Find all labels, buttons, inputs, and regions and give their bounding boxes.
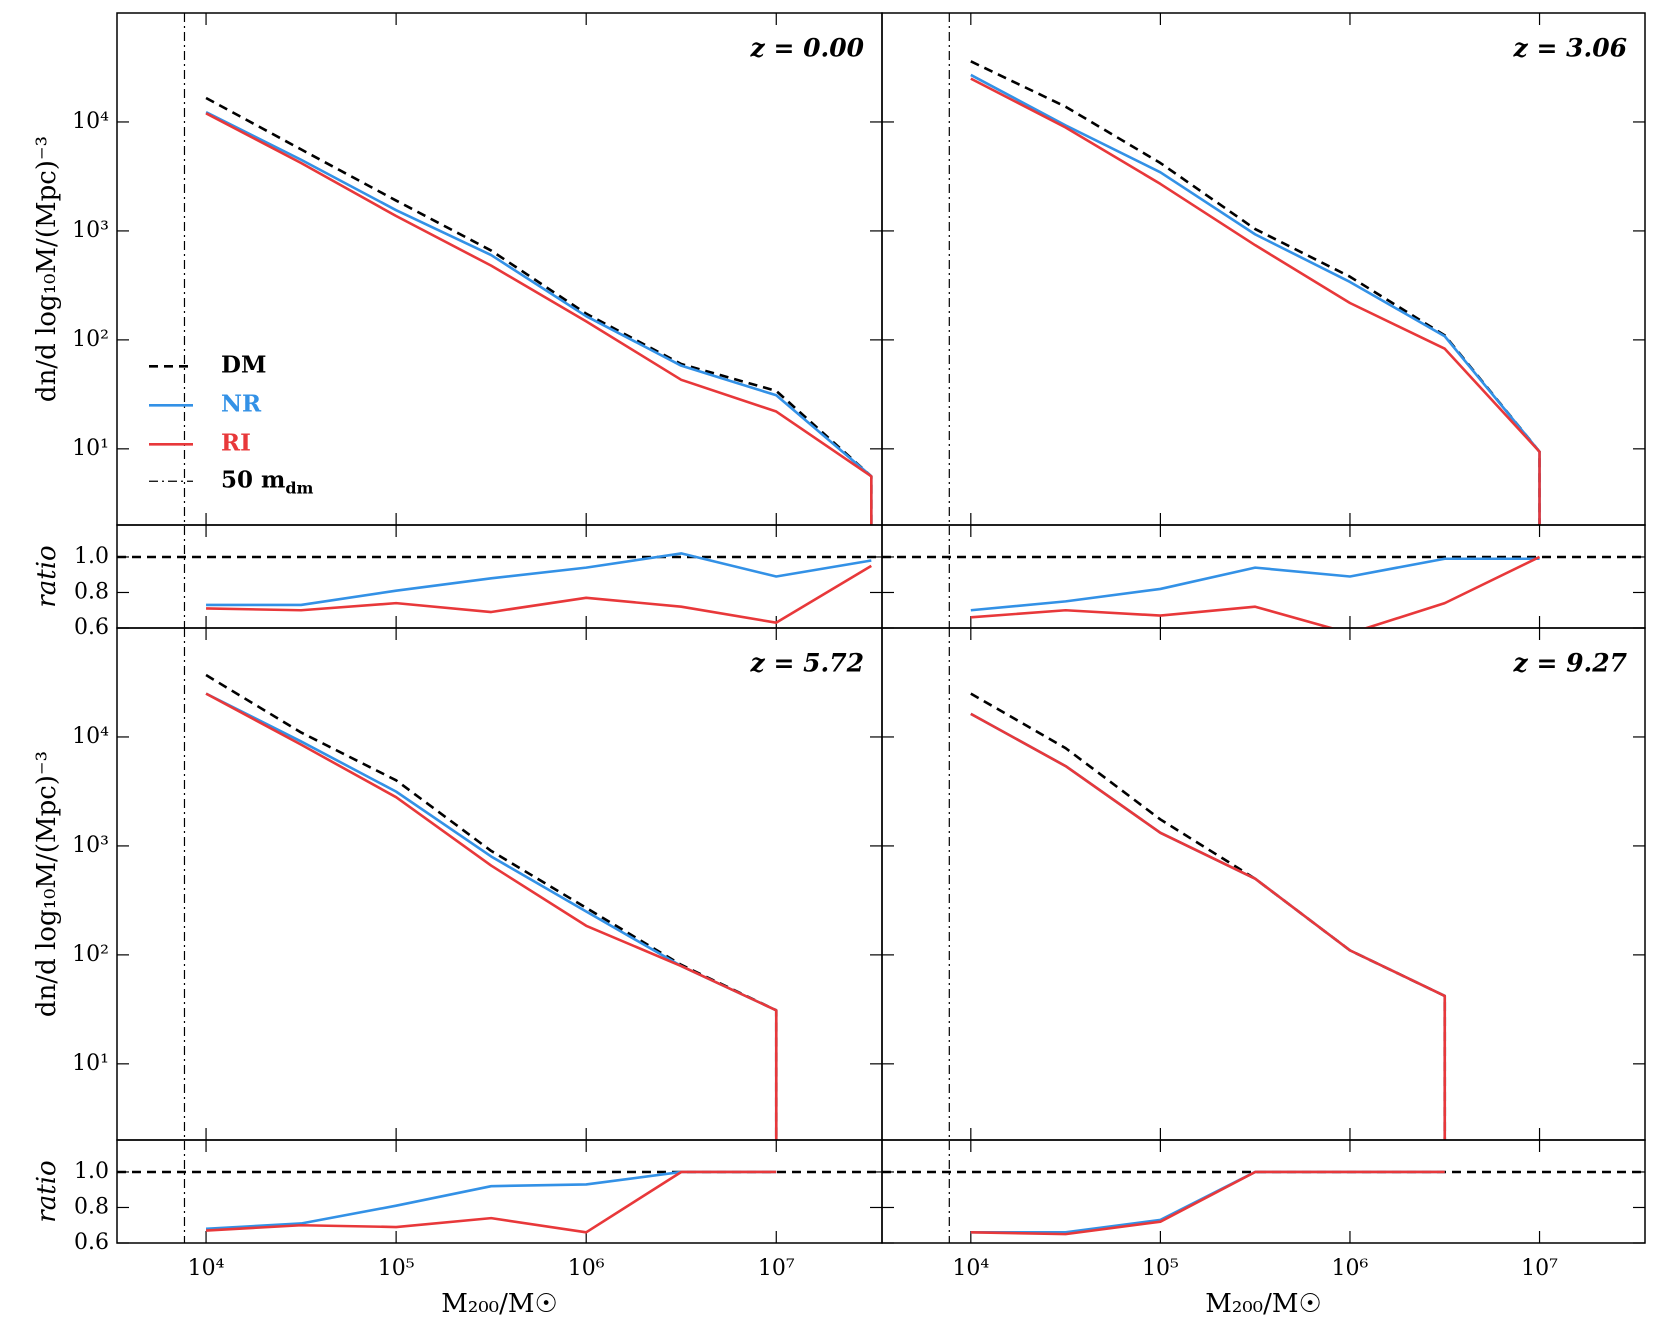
series-line xyxy=(205,1170,777,1234)
series-line xyxy=(970,1170,1445,1236)
annotation: z = 5.72 xyxy=(750,649,864,678)
legend-label-sub: dm xyxy=(285,478,313,497)
legend-label: RI xyxy=(221,429,251,456)
x-tick-label: 10⁵ xyxy=(1142,1256,1179,1281)
legend-label: 50 mdm xyxy=(221,466,314,497)
y-tick-label: 10¹ xyxy=(72,1051,109,1076)
y-tick-label: 1.0 xyxy=(74,1159,109,1184)
x-tick-label: 10⁶ xyxy=(568,1256,605,1281)
series-line xyxy=(970,73,1541,525)
x-tick-label: 10⁴ xyxy=(952,1256,989,1281)
y-axis-label: ratio xyxy=(32,1160,62,1222)
x-tick-label: 10⁷ xyxy=(1521,1256,1558,1281)
legend-label: DM xyxy=(221,351,266,378)
annotation: z = 3.06 xyxy=(1513,34,1627,63)
annotation: z = 0.00 xyxy=(750,34,865,63)
series-line xyxy=(205,110,873,525)
legend-label: NR xyxy=(221,390,262,417)
series-line xyxy=(970,1170,1445,1234)
y-tick-label: 10² xyxy=(72,327,109,352)
x-tick-label: 10⁵ xyxy=(378,1256,415,1281)
axes-frame xyxy=(881,524,1646,629)
series-line xyxy=(205,692,778,1140)
series-line xyxy=(970,555,1541,628)
series-line xyxy=(970,712,1447,1140)
y-tick-label: 10³ xyxy=(72,833,109,858)
y-tick-label: 0.8 xyxy=(74,579,109,604)
series-line xyxy=(205,96,873,525)
series-line xyxy=(205,692,778,1140)
y-tick-label: 0.8 xyxy=(74,1194,109,1219)
y-tick-label: 10⁴ xyxy=(72,109,109,134)
y-tick-label: 0.6 xyxy=(74,1230,109,1255)
y-axis-label: dn/d log₁₀M/(Mpc)⁻³ xyxy=(32,136,62,402)
x-tick-label: 10⁴ xyxy=(188,1256,225,1281)
x-axis-label: M₂₀₀/M☉ xyxy=(1205,1289,1322,1319)
series-line xyxy=(205,112,873,525)
y-tick-label: 10⁴ xyxy=(72,724,109,749)
y-tick-label: 10² xyxy=(72,942,109,967)
series-line xyxy=(970,712,1447,1140)
y-tick-label: 0.6 xyxy=(74,615,109,640)
series-line xyxy=(970,557,1540,612)
y-axis-label: dn/d log₁₀M/(Mpc)⁻³ xyxy=(32,751,62,1017)
y-tick-label: 10¹ xyxy=(72,436,109,461)
legend-label-main: 50 m xyxy=(221,466,285,493)
x-axis-label: M₂₀₀/M☉ xyxy=(441,1289,558,1319)
axes-frame xyxy=(116,627,883,1141)
series-line xyxy=(970,60,1541,525)
annotation: z = 9.27 xyxy=(1513,649,1628,678)
series-line xyxy=(206,552,872,607)
series-line xyxy=(970,77,1541,525)
y-tick-label: 10³ xyxy=(72,218,109,243)
series-line xyxy=(205,1170,777,1231)
series-line xyxy=(205,673,778,1140)
axes-frame xyxy=(881,1139,1646,1244)
series-line xyxy=(206,564,872,624)
x-tick-label: 10⁷ xyxy=(758,1256,795,1281)
y-tick-label: 1.0 xyxy=(74,544,109,569)
y-axis-label: ratio xyxy=(32,545,62,607)
x-tick-label: 10⁶ xyxy=(1332,1256,1369,1281)
